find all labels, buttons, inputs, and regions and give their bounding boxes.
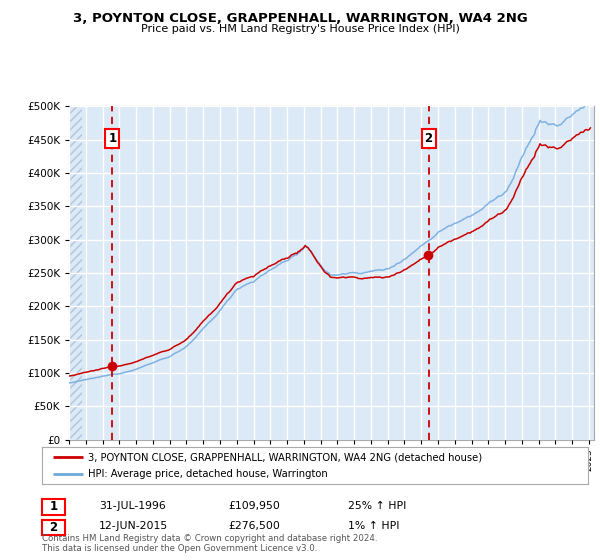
Bar: [69, 106, 82, 440]
Text: HPI: Average price, detached house, Warrington: HPI: Average price, detached house, Warr…: [88, 469, 328, 479]
Text: 2: 2: [49, 521, 58, 534]
Text: 3, POYNTON CLOSE, GRAPPENHALL, WARRINGTON, WA4 2NG: 3, POYNTON CLOSE, GRAPPENHALL, WARRINGTO…: [73, 12, 527, 25]
Text: 1: 1: [108, 132, 116, 144]
Text: 1: 1: [49, 500, 58, 514]
Text: 1% ↑ HPI: 1% ↑ HPI: [348, 521, 400, 531]
Text: £276,500: £276,500: [228, 521, 280, 531]
Text: 25% ↑ HPI: 25% ↑ HPI: [348, 501, 406, 511]
Text: 2: 2: [425, 132, 433, 144]
Text: 12-JUN-2015: 12-JUN-2015: [99, 521, 168, 531]
Text: Price paid vs. HM Land Registry's House Price Index (HPI): Price paid vs. HM Land Registry's House …: [140, 24, 460, 34]
Text: Contains HM Land Registry data © Crown copyright and database right 2024.
This d: Contains HM Land Registry data © Crown c…: [42, 534, 377, 553]
Text: 3, POYNTON CLOSE, GRAPPENHALL, WARRINGTON, WA4 2NG (detached house): 3, POYNTON CLOSE, GRAPPENHALL, WARRINGTO…: [88, 452, 482, 462]
Text: 31-JUL-1996: 31-JUL-1996: [99, 501, 166, 511]
Text: £109,950: £109,950: [228, 501, 280, 511]
